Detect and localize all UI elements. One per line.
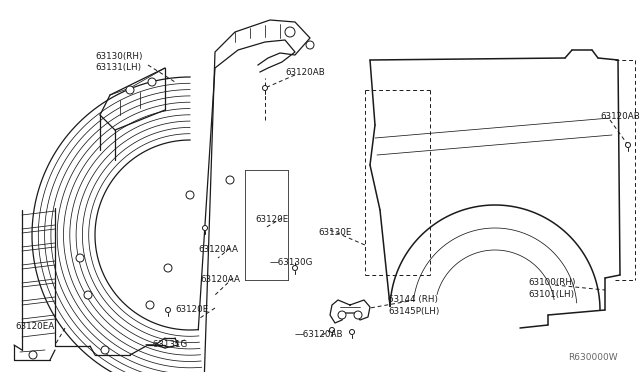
Text: 63101(LH): 63101(LH) (528, 290, 574, 299)
Circle shape (226, 176, 234, 184)
Circle shape (330, 327, 335, 333)
Text: 63145P(LH): 63145P(LH) (388, 307, 440, 316)
Text: 63130(RH): 63130(RH) (95, 52, 143, 61)
Text: 63120AB: 63120AB (600, 112, 640, 121)
Circle shape (148, 78, 156, 86)
Circle shape (349, 330, 355, 334)
Text: 63131(LH): 63131(LH) (95, 63, 141, 72)
Circle shape (164, 264, 172, 272)
Circle shape (84, 291, 92, 299)
Circle shape (292, 266, 298, 270)
Circle shape (625, 142, 630, 148)
Text: 63130E: 63130E (318, 228, 351, 237)
Text: 63120E: 63120E (255, 215, 288, 224)
Circle shape (202, 225, 207, 231)
Circle shape (76, 254, 84, 262)
Text: R630000W: R630000W (568, 353, 618, 362)
Circle shape (354, 311, 362, 319)
Text: 63144 (RH): 63144 (RH) (388, 295, 438, 304)
Text: 63120E: 63120E (175, 305, 208, 314)
Circle shape (338, 311, 346, 319)
Circle shape (306, 41, 314, 49)
Text: 63120AA: 63120AA (200, 275, 240, 284)
Text: —63131G: —63131G (145, 340, 188, 349)
Text: —63120AB: —63120AB (295, 330, 344, 339)
Circle shape (101, 346, 109, 354)
Circle shape (262, 86, 268, 90)
Circle shape (166, 308, 170, 312)
Circle shape (285, 27, 295, 37)
Circle shape (126, 86, 134, 94)
Text: —63130G: —63130G (270, 258, 314, 267)
Text: 63120AA: 63120AA (198, 245, 238, 254)
Circle shape (146, 301, 154, 309)
Text: 63120EA: 63120EA (15, 322, 54, 331)
Circle shape (186, 191, 194, 199)
Circle shape (29, 351, 37, 359)
Text: 63100(RH): 63100(RH) (528, 278, 575, 287)
Text: 63120AB: 63120AB (285, 68, 324, 77)
